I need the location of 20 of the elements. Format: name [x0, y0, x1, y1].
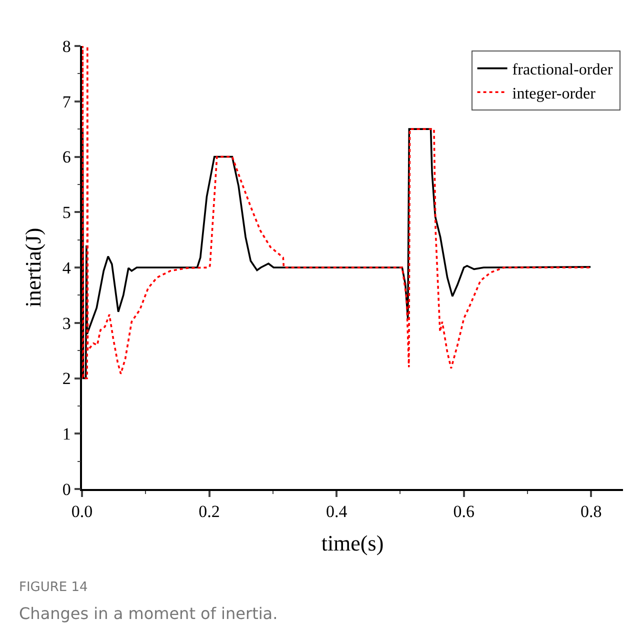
x-tick-label: 0.0 — [71, 502, 93, 522]
y-tick-label: 8 — [62, 36, 71, 56]
y-tick-label: 3 — [62, 314, 71, 333]
y-tick-label: 4 — [62, 258, 72, 278]
x-tick-label: 0.2 — [198, 502, 220, 522]
y-tick-label: 5 — [62, 203, 71, 222]
y-tick-label: 7 — [62, 92, 72, 112]
x-tick-label: 0.4 — [326, 502, 348, 522]
y-tick-label: 1 — [62, 424, 71, 444]
y-tick-label: 2 — [62, 369, 71, 388]
x-tick-label: 0.6 — [453, 502, 475, 522]
legend-label: integer-order — [512, 85, 596, 102]
y-tick-label: 6 — [62, 148, 71, 167]
y-axis-title: inertia(J) — [20, 228, 46, 308]
y-tick-label: 0 — [62, 480, 71, 499]
text: Changes in a moment of inertia. — [19, 604, 278, 623]
x-axis-title: time(s) — [321, 530, 384, 556]
legend-label: fractional-order — [512, 62, 614, 79]
x-tick-label: 0.8 — [580, 502, 602, 522]
caption: FIGURE 14 — [19, 580, 88, 595]
